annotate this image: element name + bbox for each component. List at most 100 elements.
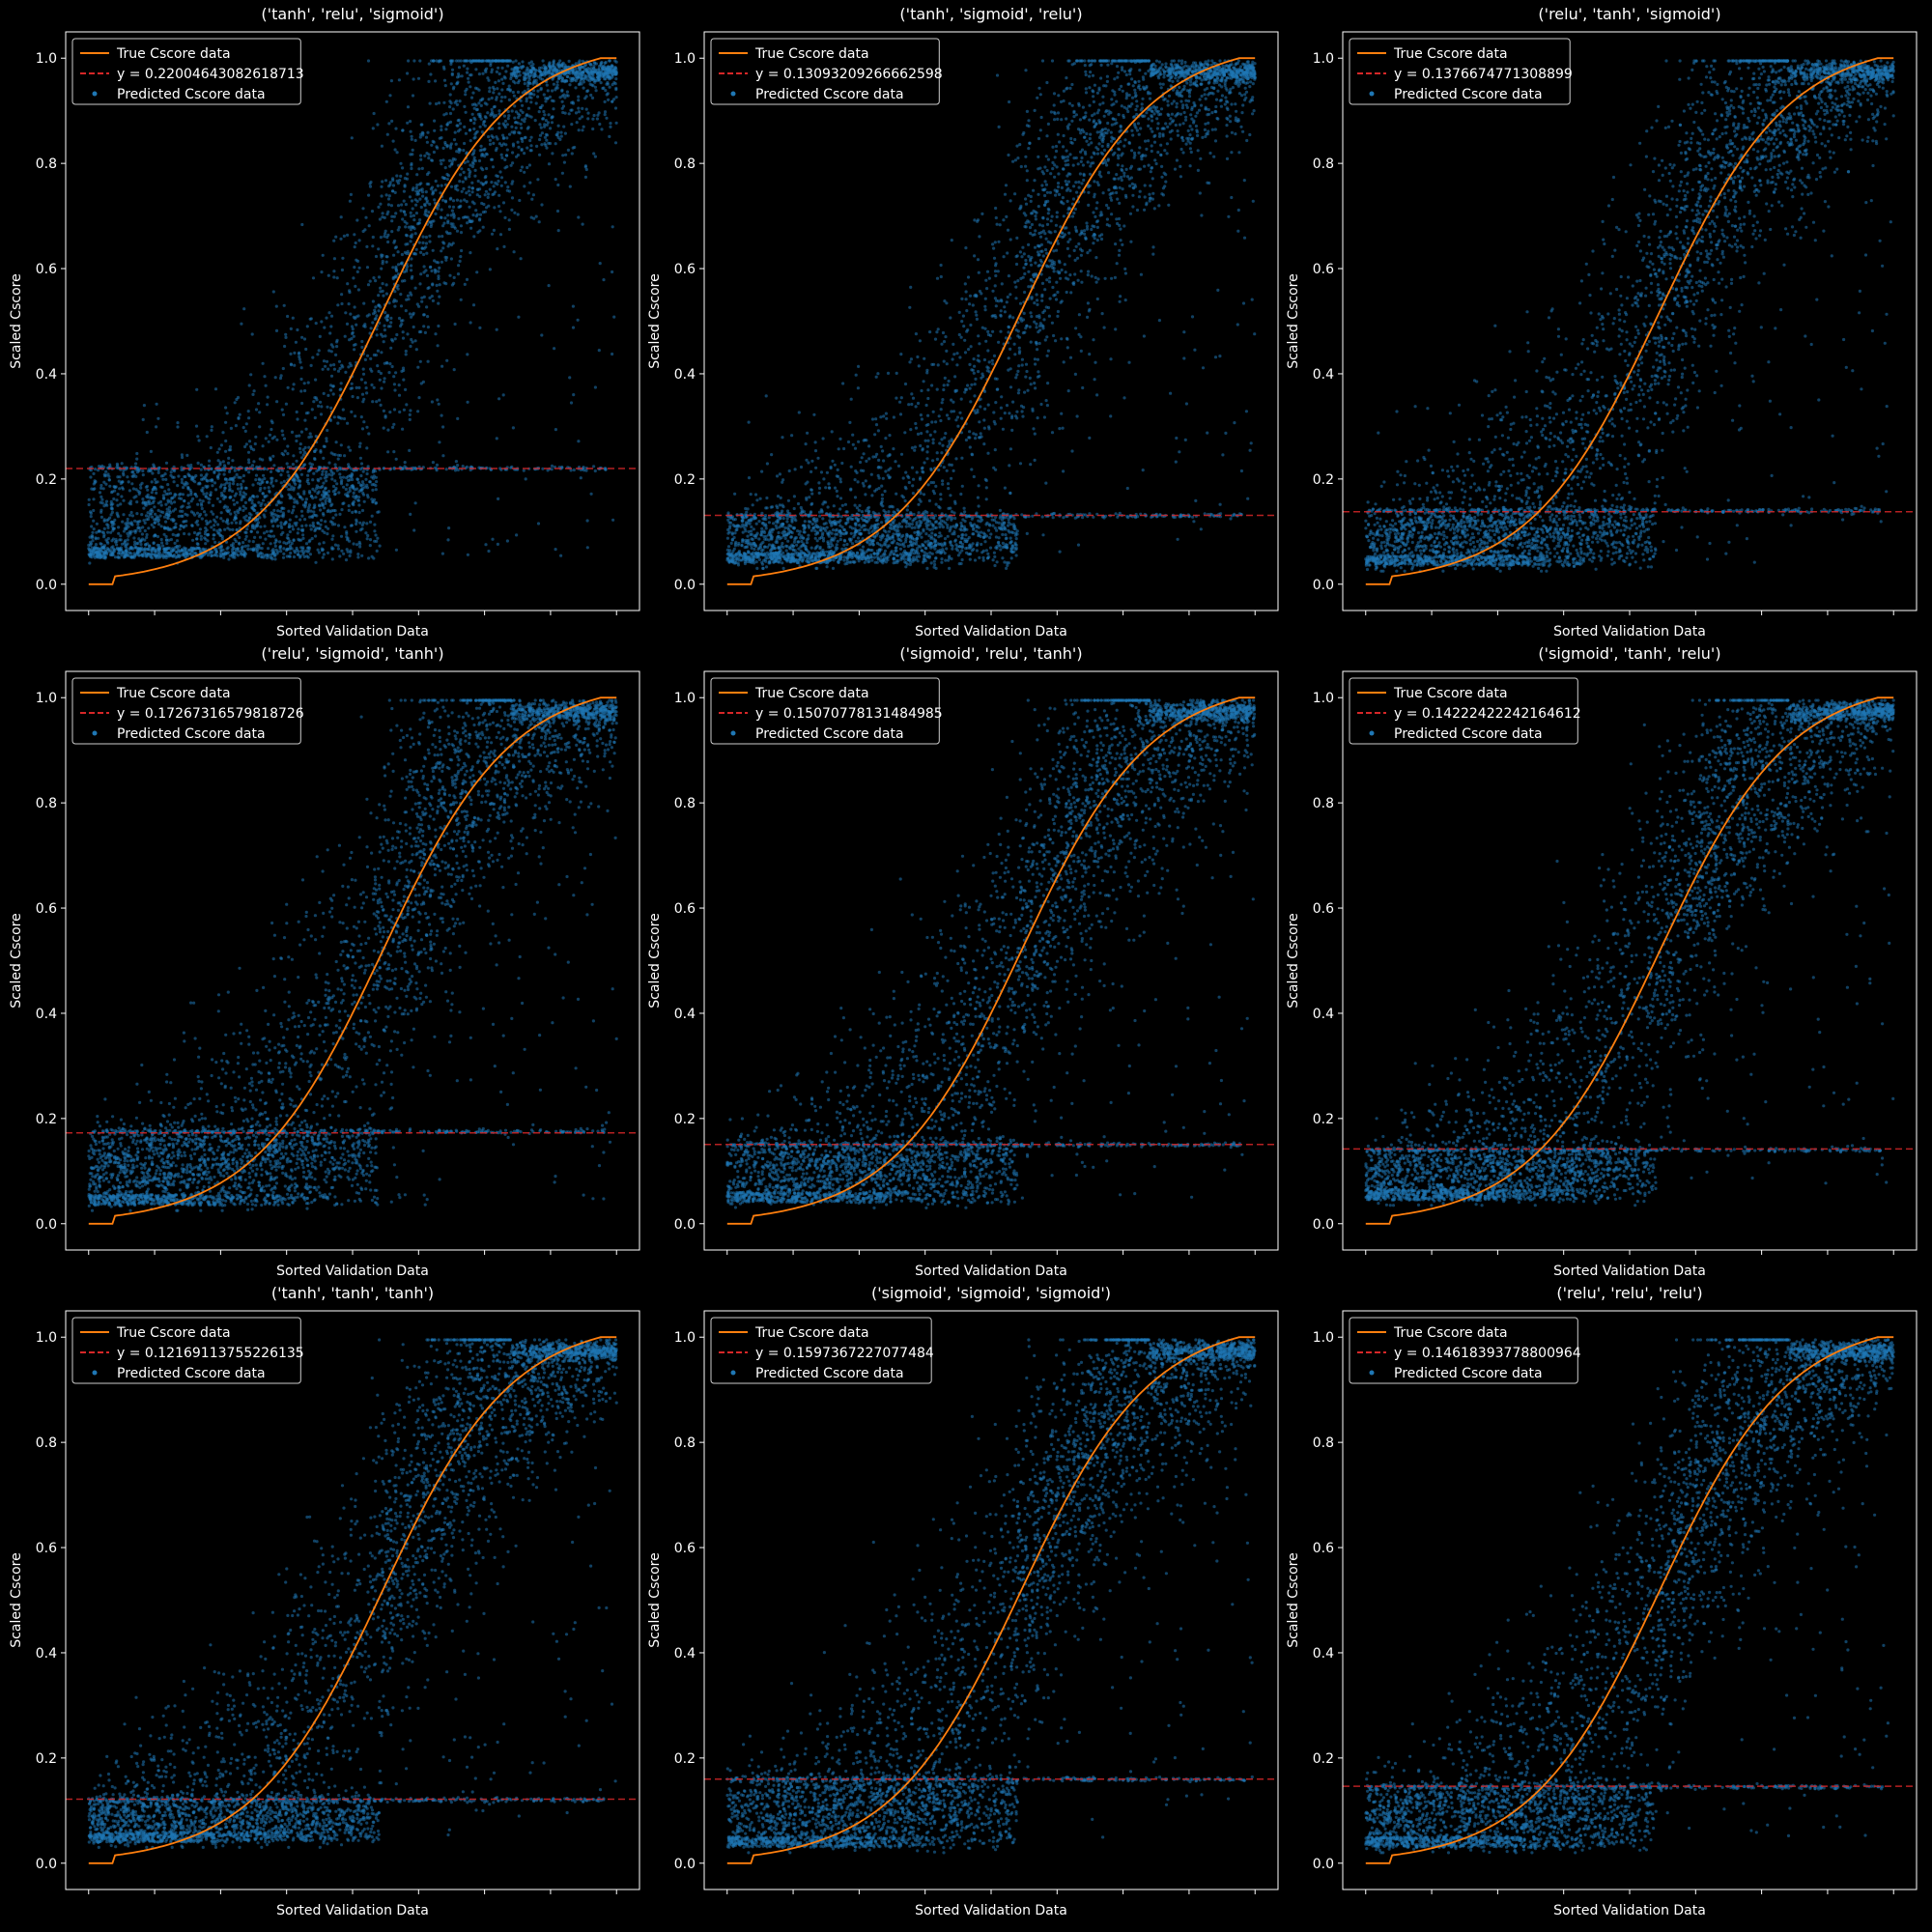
predicted-point — [271, 512, 275, 516]
predicted-point — [395, 151, 399, 155]
predicted-point — [314, 496, 318, 499]
predicted-point — [180, 477, 184, 481]
predicted-point — [252, 460, 256, 464]
predicted-point — [150, 553, 154, 556]
predicted-point — [321, 548, 325, 552]
predicted-point — [303, 450, 307, 454]
predicted-point — [545, 146, 549, 150]
predicted-point — [597, 111, 601, 115]
predicted-point — [146, 500, 150, 504]
predicted-point — [218, 461, 222, 465]
predicted-point — [321, 497, 325, 500]
predicted-point — [488, 59, 492, 63]
predicted-point — [795, 543, 799, 547]
predicted-point — [614, 96, 618, 99]
predicted-point — [590, 96, 595, 99]
predicted-point — [198, 555, 203, 560]
predicted-point — [219, 443, 223, 447]
predicted-point — [367, 224, 371, 228]
predicted-point — [142, 552, 146, 555]
predicted-point — [348, 361, 352, 365]
predicted-point — [92, 508, 96, 513]
predicted-point — [433, 119, 437, 123]
predicted-point — [485, 102, 489, 106]
predicted-point — [378, 398, 382, 402]
predicted-point — [303, 388, 307, 393]
predicted-point — [441, 241, 445, 244]
predicted-point — [514, 126, 518, 129]
predicted-point — [1200, 78, 1204, 82]
predicted-point — [418, 282, 422, 286]
predicted-point — [122, 469, 126, 472]
predicted-point — [302, 492, 306, 496]
predicted-point — [567, 59, 571, 63]
predicted-point — [177, 514, 181, 519]
predicted-point — [412, 251, 416, 256]
predicted-point — [594, 89, 598, 93]
predicted-point — [222, 468, 226, 471]
predicted-point — [386, 203, 390, 207]
predicted-point — [521, 91, 525, 95]
predicted-point — [298, 518, 302, 522]
predicted-point — [926, 396, 930, 401]
predicted-point — [373, 497, 377, 502]
predicted-point — [440, 208, 443, 212]
predicted-point — [308, 317, 312, 321]
predicted-point — [231, 527, 235, 532]
predicted-point — [325, 440, 328, 443]
predicted-point — [275, 518, 279, 522]
predicted-point — [195, 542, 199, 546]
predicted-point — [443, 216, 447, 220]
predicted-point — [304, 542, 309, 546]
predicted-point — [392, 253, 396, 257]
predicted-point — [158, 552, 162, 555]
predicted-point — [212, 512, 215, 516]
predicted-point — [427, 211, 431, 214]
predicted-point — [122, 471, 126, 475]
predicted-point — [111, 537, 115, 541]
predicted-point — [346, 421, 350, 425]
predicted-point — [263, 486, 267, 490]
predicted-point — [104, 502, 108, 506]
predicted-point — [126, 542, 129, 546]
predicted-point — [538, 105, 542, 109]
predicted-point — [330, 557, 334, 561]
predicted-point — [437, 301, 440, 305]
predicted-point — [490, 107, 494, 111]
predicted-point — [244, 530, 248, 535]
predicted-point — [391, 139, 395, 143]
predicted-point — [348, 199, 352, 203]
predicted-point — [409, 211, 412, 214]
predicted-point — [448, 93, 452, 97]
predicted-point — [1085, 224, 1090, 228]
predicted-point — [577, 75, 581, 79]
predicted-point — [300, 222, 304, 227]
predicted-point — [567, 71, 571, 74]
predicted-point — [475, 193, 479, 197]
predicted-point — [396, 228, 400, 232]
predicted-point — [463, 160, 467, 164]
predicted-point — [355, 543, 359, 547]
predicted-point — [340, 549, 344, 553]
predicted-point — [347, 508, 351, 513]
predicted-point — [164, 554, 168, 558]
predicted-point — [146, 488, 150, 492]
predicted-point — [427, 156, 431, 160]
predicted-point — [438, 266, 441, 270]
predicted-point — [310, 408, 314, 412]
predicted-point — [89, 549, 93, 553]
predicted-point — [385, 132, 389, 136]
predicted-point — [342, 485, 346, 489]
predicted-point — [341, 475, 346, 479]
predicted-point — [546, 469, 550, 472]
predicted-point — [477, 72, 481, 76]
predicted-point — [286, 548, 290, 552]
predicted-point — [390, 364, 394, 369]
predicted-point — [119, 538, 123, 542]
predicted-point — [162, 515, 167, 519]
predicted-point — [302, 382, 306, 385]
predicted-point — [349, 524, 353, 527]
predicted-point — [1148, 192, 1151, 196]
predicted-point — [269, 542, 272, 546]
predicted-point — [583, 73, 587, 77]
